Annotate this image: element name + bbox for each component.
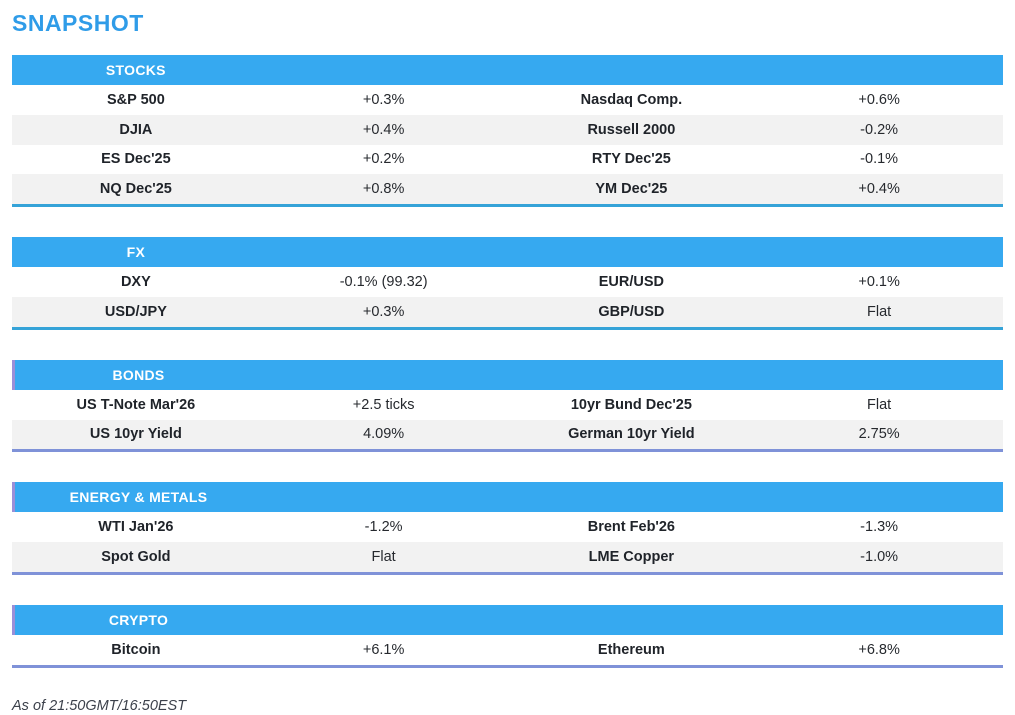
section-title: ENERGY & METALS bbox=[69, 489, 208, 506]
table-row: US 10yr Yield 4.09% German 10yr Yield 2.… bbox=[12, 419, 1003, 450]
section-crypto: CRYPTO Bitcoin +6.1% Ethereum +6.8% bbox=[12, 604, 1003, 668]
instrument-value: +0.3% bbox=[362, 91, 405, 108]
section-header-energy-metals: ENERGY & METALS bbox=[12, 482, 1003, 513]
instrument-label: Spot Gold bbox=[101, 549, 171, 566]
instrument-value: +0.1% bbox=[858, 274, 900, 291]
instrument-label: DXY bbox=[120, 274, 151, 291]
instrument-label: ES Dec'25 bbox=[101, 151, 171, 168]
instrument-value: -1.2% bbox=[364, 519, 403, 536]
instrument-label: Ethereum bbox=[597, 641, 665, 658]
instrument-label: US T-Note Mar'26 bbox=[76, 396, 196, 413]
instrument-label: Bitcoin bbox=[111, 641, 161, 658]
instrument-label: Brent Feb'26 bbox=[587, 519, 675, 536]
instrument-value: +2.5 ticks bbox=[352, 396, 415, 413]
instrument-label: Russell 2000 bbox=[587, 121, 676, 138]
snapshot-table: STOCKS S&P 500 +0.3% Nasdaq Comp. +0.6% … bbox=[12, 55, 1003, 668]
section-title: CRYPTO bbox=[108, 611, 169, 628]
instrument-label: GBP/USD bbox=[598, 303, 665, 320]
instrument-label: 10yr Bund Dec'25 bbox=[570, 396, 692, 413]
instrument-value: +0.6% bbox=[858, 91, 900, 108]
table-row: DXY -0.1% (99.32) EUR/USD +0.1% bbox=[12, 267, 1003, 297]
instrument-value: +0.4% bbox=[362, 121, 405, 138]
instrument-value: +0.2% bbox=[362, 151, 405, 168]
section-title: STOCKS bbox=[105, 62, 166, 78]
instrument-value: +6.1% bbox=[362, 641, 405, 658]
table-row: USD/JPY +0.3% GBP/USD Flat bbox=[12, 296, 1003, 327]
instrument-value: -0.1% (99.32) bbox=[339, 274, 428, 291]
instrument-label: EUR/USD bbox=[598, 274, 664, 291]
section-header-fx: FX bbox=[12, 237, 1003, 268]
table-row: ES Dec'25 +0.2% RTY Dec'25 -0.1% bbox=[12, 144, 1003, 175]
instrument-value: Flat bbox=[371, 549, 396, 566]
instrument-label: YM Dec'25 bbox=[595, 181, 668, 198]
instrument-value: +6.8% bbox=[858, 641, 900, 658]
section-header-crypto: CRYPTO bbox=[12, 604, 1003, 635]
instrument-label: German 10yr Yield bbox=[568, 426, 695, 443]
instrument-label: RTY Dec'25 bbox=[591, 151, 671, 168]
instrument-value: -1.3% bbox=[860, 519, 899, 536]
page-title: SNAPSHOT bbox=[12, 10, 144, 36]
instrument-value: Flat bbox=[867, 396, 892, 413]
instrument-value: -0.1% bbox=[860, 151, 899, 168]
instrument-label: DJIA bbox=[119, 121, 153, 138]
table-row: WTI Jan'26 -1.2% Brent Feb'26 -1.3% bbox=[12, 512, 1003, 543]
instrument-value: +0.8% bbox=[362, 181, 405, 198]
table-row: Bitcoin +6.1% Ethereum +6.8% bbox=[12, 634, 1003, 665]
instrument-label: LME Copper bbox=[588, 549, 675, 566]
table-row: Spot Gold Flat LME Copper -1.0% bbox=[12, 542, 1003, 572]
instrument-value: +0.4% bbox=[858, 181, 900, 198]
table-row: S&P 500 +0.3% Nasdaq Comp. +0.6% bbox=[12, 85, 1003, 115]
section-stocks: STOCKS S&P 500 +0.3% Nasdaq Comp. +0.6% … bbox=[12, 55, 1003, 208]
instrument-value: 4.09% bbox=[363, 426, 405, 443]
section-energy-metals: ENERGY & METALS WTI Jan'26 -1.2% Brent F… bbox=[12, 482, 1003, 575]
section-title: FX bbox=[126, 244, 146, 261]
timestamp-note: As of 21:50GMT/16:50EST bbox=[12, 697, 187, 714]
instrument-value: 2.75% bbox=[858, 426, 900, 443]
instrument-value: -0.2% bbox=[860, 121, 899, 138]
instrument-label: NQ Dec'25 bbox=[99, 181, 172, 198]
section-title: BONDS bbox=[112, 366, 165, 383]
instrument-label: US 10yr Yield bbox=[89, 426, 182, 443]
instrument-label: S&P 500 bbox=[106, 91, 165, 108]
instrument-label: WTI Jan'26 bbox=[98, 519, 174, 536]
table-row: NQ Dec'25 +0.8% YM Dec'25 +0.4% bbox=[12, 174, 1003, 205]
instrument-label: USD/JPY bbox=[104, 303, 167, 320]
section-bonds: BONDS US T-Note Mar'26 +2.5 ticks 10yr B… bbox=[12, 359, 1003, 453]
section-header-bonds: BONDS bbox=[12, 359, 1003, 390]
section-fx: FX DXY -0.1% (99.32) EUR/USD +0.1% USD/J… bbox=[12, 237, 1003, 330]
table-row: DJIA +0.4% Russell 2000 -0.2% bbox=[12, 114, 1003, 145]
instrument-value: -1.0% bbox=[860, 549, 899, 566]
table-row: US T-Note Mar'26 +2.5 ticks 10yr Bund De… bbox=[12, 389, 1003, 420]
section-header-stocks: STOCKS bbox=[12, 55, 1003, 85]
instrument-label: Nasdaq Comp. bbox=[580, 91, 683, 108]
instrument-value: +0.3% bbox=[362, 303, 405, 320]
instrument-value: Flat bbox=[867, 303, 892, 320]
